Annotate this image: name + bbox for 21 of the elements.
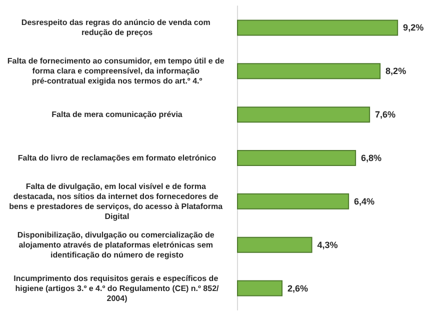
data-label: 7,6% (375, 110, 396, 120)
data-label: 9,2% (403, 22, 424, 33)
data-label: 2,6% (288, 283, 308, 294)
bar (237, 236, 312, 253)
data-label: 4,3% (317, 240, 338, 250)
bar (237, 150, 356, 166)
y-tick-label: Disponibilização, divulgação ou comercialização de alojamento através de plataformas eletrónicas sem identificação do número de registo (17, 230, 217, 260)
data-label: 6,8% (361, 153, 382, 163)
y-tick-label: Falta de mera comunicação prévia (52, 110, 183, 120)
bar (237, 280, 283, 296)
data-label: 8,2% (386, 66, 406, 76)
bar (237, 193, 350, 210)
y-tick-label: Falta de divulgação, em local visível e de forma destacada, nos sítios da internet dos fornecedores de bens e prestadores de serviços, do acesso à Plataforma Digital (9, 182, 225, 221)
y-tick-label: Falta de fornecimento ao consumidor, em tempo útil e de forma clara e compreensível, da informação pré-contratual exigida nos termos do art.º 4.º (7, 56, 227, 86)
data-label: 6,4% (354, 196, 375, 206)
y-tick-label: Incumprimento dos requisitos gerais e específicos de higiene (artigos 3.º e 4.º do Regulamento (CE) n.º 852/2004) (14, 274, 220, 303)
bar (237, 20, 398, 36)
y-tick-label: Falta do livro de reclamações em formato eletrónico (18, 154, 216, 162)
bar (237, 106, 370, 123)
y-tick-label: Desrespeito das regras do anúncio de venda com redução de preços (21, 18, 213, 38)
bar (237, 63, 381, 80)
